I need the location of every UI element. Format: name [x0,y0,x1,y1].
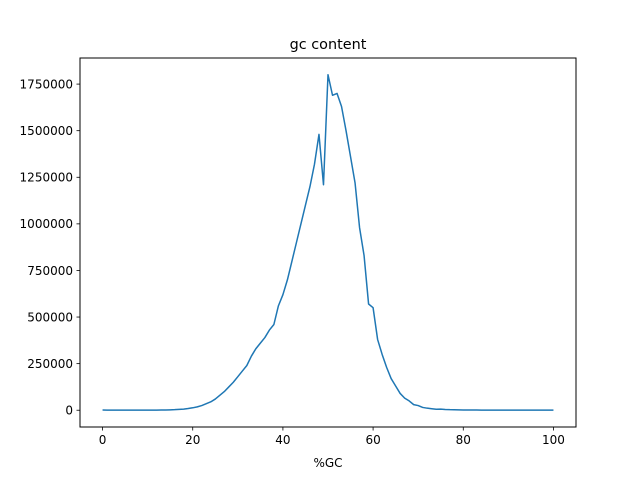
y-tick-label: 1250000 [20,171,73,185]
y-tick-label: 500000 [27,310,73,324]
y-tick-label: 250000 [27,357,73,371]
x-tick-label: 100 [542,433,565,447]
y-tick-label: 0 [65,404,73,418]
y-tick-label: 1000000 [20,217,73,231]
x-tick-label: 60 [365,433,380,447]
series-line-0 [102,74,554,411]
x-tick-label: 80 [456,433,471,447]
y-tick-label: 750000 [27,264,73,278]
y-axis: 0 250000 500000 750000 1000000 1250000 1500000… [20,77,80,418]
plot-area [102,74,554,411]
y-tick-label: 1750000 [20,77,73,91]
x-axis: 0 20 40 60 80 100 [99,427,565,447]
x-tick-label: 20 [185,433,200,447]
x-tick-label: 0 [99,433,107,447]
x-tick-label: 40 [275,433,290,447]
x-axis-label: %GC [313,456,342,470]
chart-title: gc content [290,37,367,53]
axes-frame [79,57,577,428]
y-tick-label: 1500000 [20,124,73,138]
